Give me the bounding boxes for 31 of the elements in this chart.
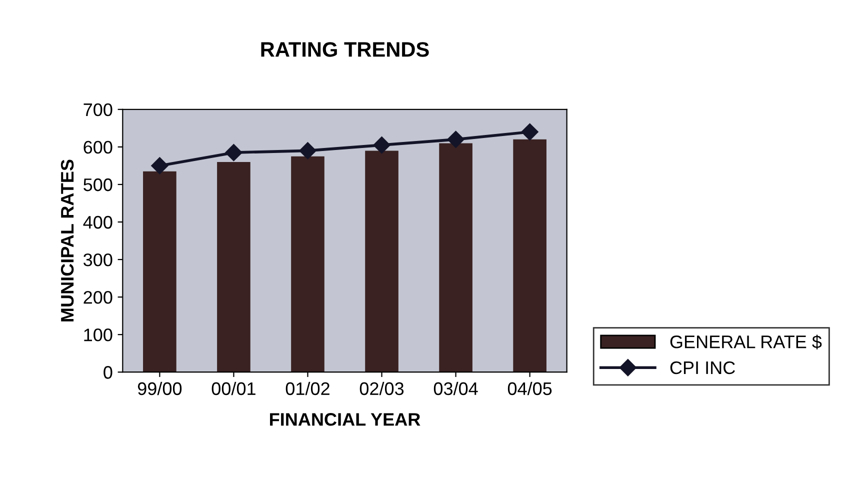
y-tick-label: 400 <box>83 216 112 229</box>
point <box>225 144 242 162</box>
x-tick-label: 02/03 <box>360 382 404 396</box>
bar <box>439 143 472 372</box>
x-axis-title: FINANCIAL YEAR <box>270 413 420 426</box>
y-tick-label: 600 <box>84 140 112 154</box>
x-tick-label: 99/00 <box>138 382 182 396</box>
y-tick-label: 0 <box>104 366 112 379</box>
point <box>151 157 168 174</box>
bar <box>291 156 324 372</box>
y-axis-title: MUNICIPAL RATES <box>60 160 74 322</box>
chart-title: RATING TRENDS <box>261 42 429 57</box>
x-tick-label: 00/01 <box>212 382 256 396</box>
y-tick-label: 500 <box>84 178 112 192</box>
bar <box>143 171 176 372</box>
legend-label: GENERAL RATE $ <box>670 334 822 350</box>
legend-label: CPI INC <box>670 361 735 374</box>
y-tick-label: 300 <box>84 253 112 266</box>
bar <box>365 150 398 372</box>
bar <box>513 139 546 372</box>
y-tick-label: 100 <box>84 328 112 342</box>
x-tick-label: 01/02 <box>286 382 330 396</box>
point <box>447 130 464 148</box>
y-tick-label: 200 <box>84 290 112 304</box>
x-tick-label: 04/05 <box>508 382 552 396</box>
point <box>521 123 538 140</box>
y-tick-label: 700 <box>84 103 112 116</box>
point <box>373 136 390 154</box>
bar <box>217 162 250 372</box>
point <box>299 142 316 160</box>
x-tick-label: 03/04 <box>434 382 478 396</box>
